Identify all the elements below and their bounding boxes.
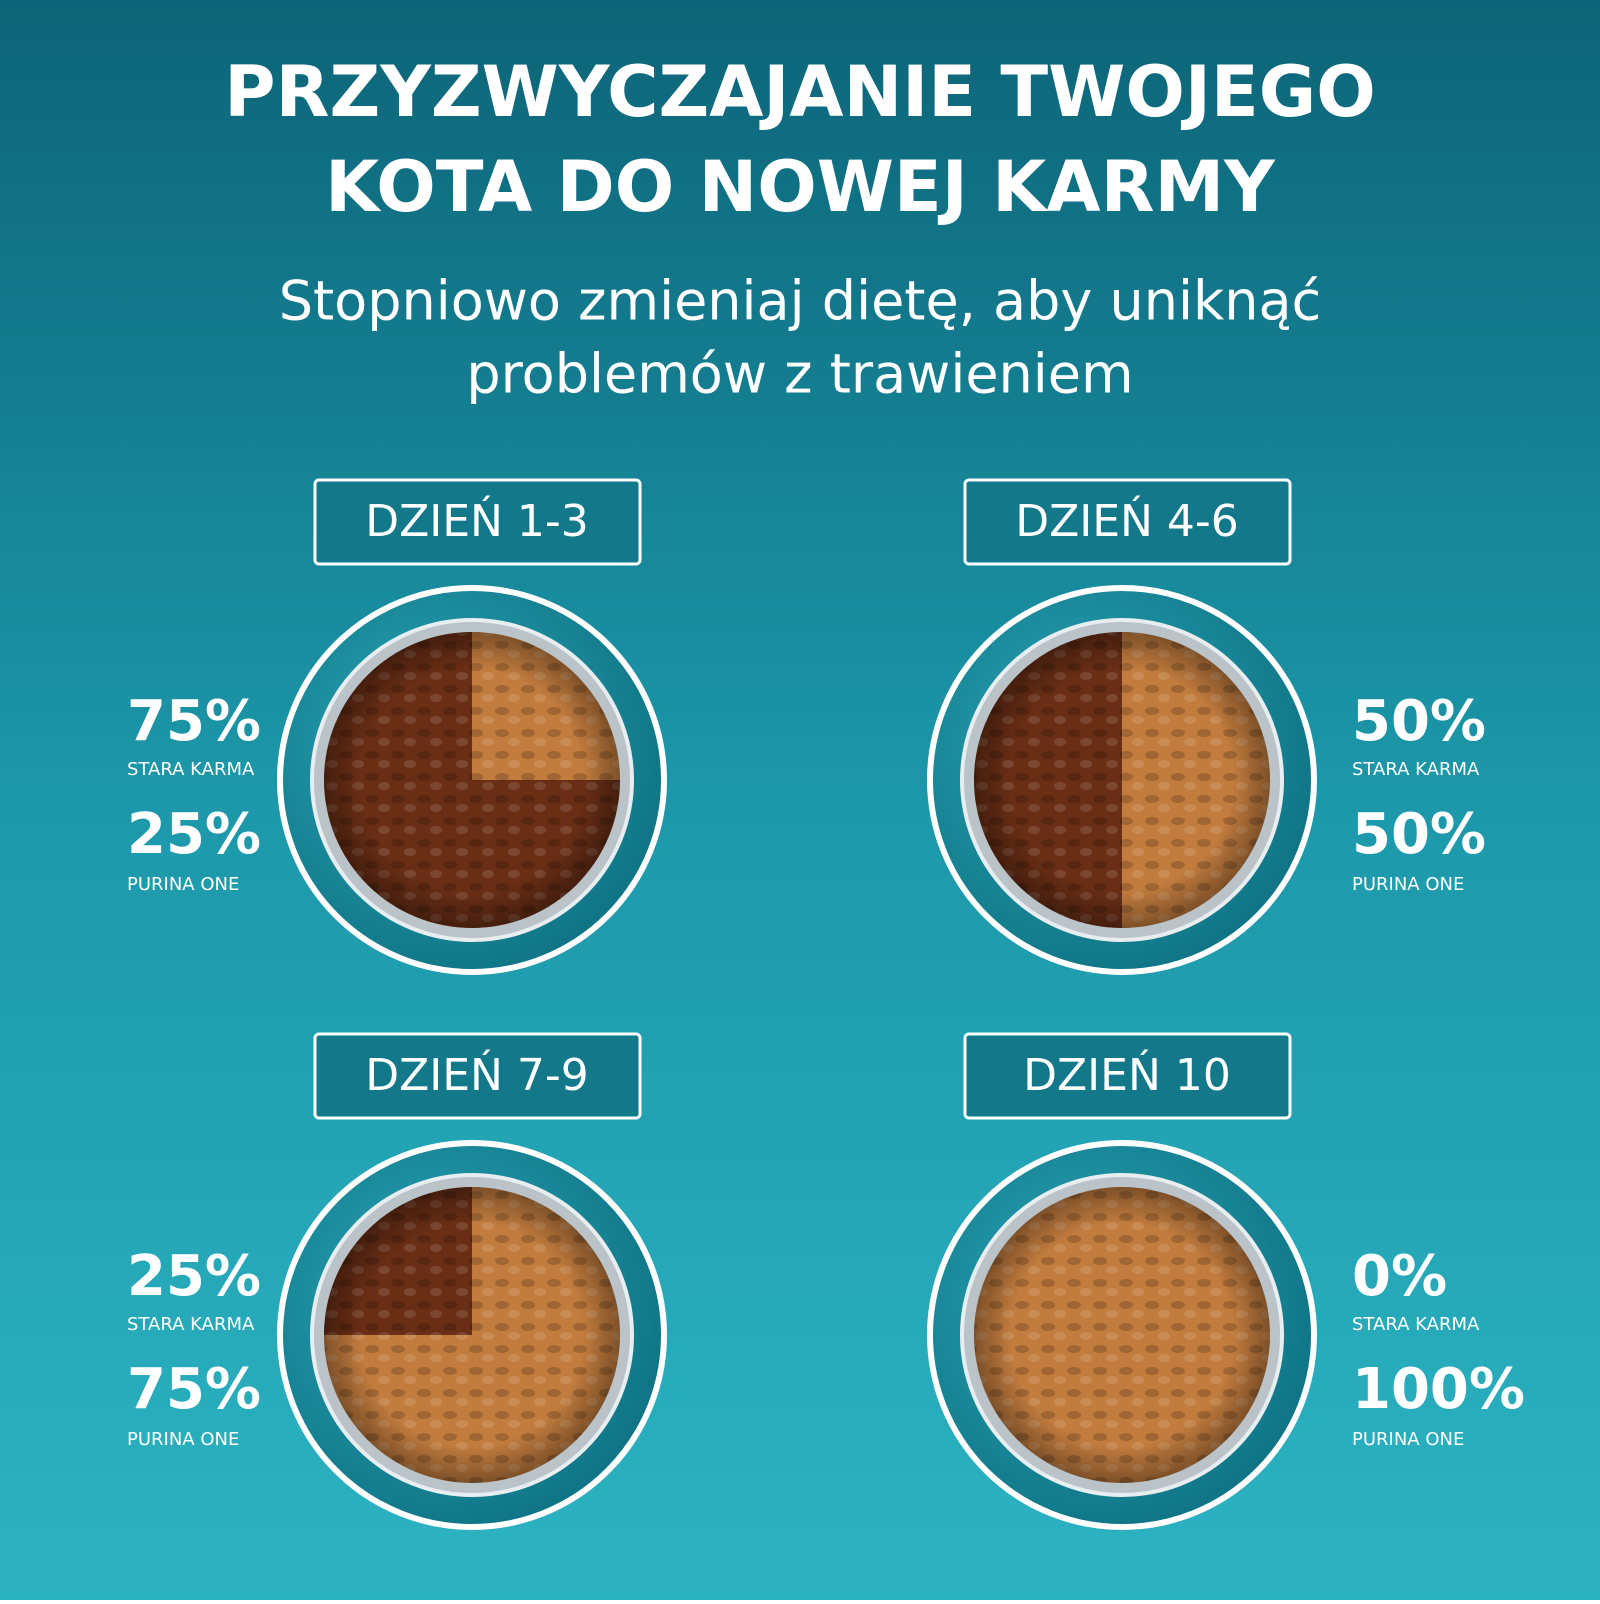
title: KOTA DO NOWEJ KARMY [325,146,1276,228]
new-caption: PURINA ONE [1352,874,1464,895]
new-caption: PURINA ONE [127,874,239,895]
new-caption: PURINA ONE [1352,1429,1464,1450]
food-shade [974,632,1270,928]
day-label: DZIEŃ 7-9 [365,1048,589,1101]
old-percent: 75% [127,689,261,754]
day-box [963,478,1292,566]
old-caption: STARA KARMA [1352,1314,1480,1335]
day-box [963,1032,1292,1120]
old-percent: 25% [127,1244,261,1309]
new-percent: 25% [127,802,261,867]
subtitle: problemów z trawieniem [466,343,1133,406]
day-label: DZIEŃ 1-3 [365,494,589,547]
food-shade [974,1187,1270,1483]
old-caption: STARA KARMA [127,1314,255,1335]
day-label: DZIEŃ 10 [1023,1048,1231,1101]
old-percent: 50% [1352,689,1486,754]
old-caption: STARA KARMA [127,759,255,780]
day-box [313,478,642,566]
food-shade [324,1187,620,1483]
new-percent: 75% [127,1357,261,1422]
new-percent: 100% [1352,1357,1525,1422]
day-label: DZIEŃ 4-6 [1015,494,1239,547]
day-box [313,1032,642,1120]
new-caption: PURINA ONE [127,1429,239,1450]
new-percent: 50% [1352,802,1486,867]
old-percent: 0% [1352,1244,1447,1309]
food-shade [324,632,620,928]
old-caption: STARA KARMA [1352,759,1480,780]
title: PRZYZWYCZAJANIE TWOJEGO [224,51,1375,133]
subtitle: Stopniowo zmieniaj dietę, aby uniknąć [279,270,1322,333]
